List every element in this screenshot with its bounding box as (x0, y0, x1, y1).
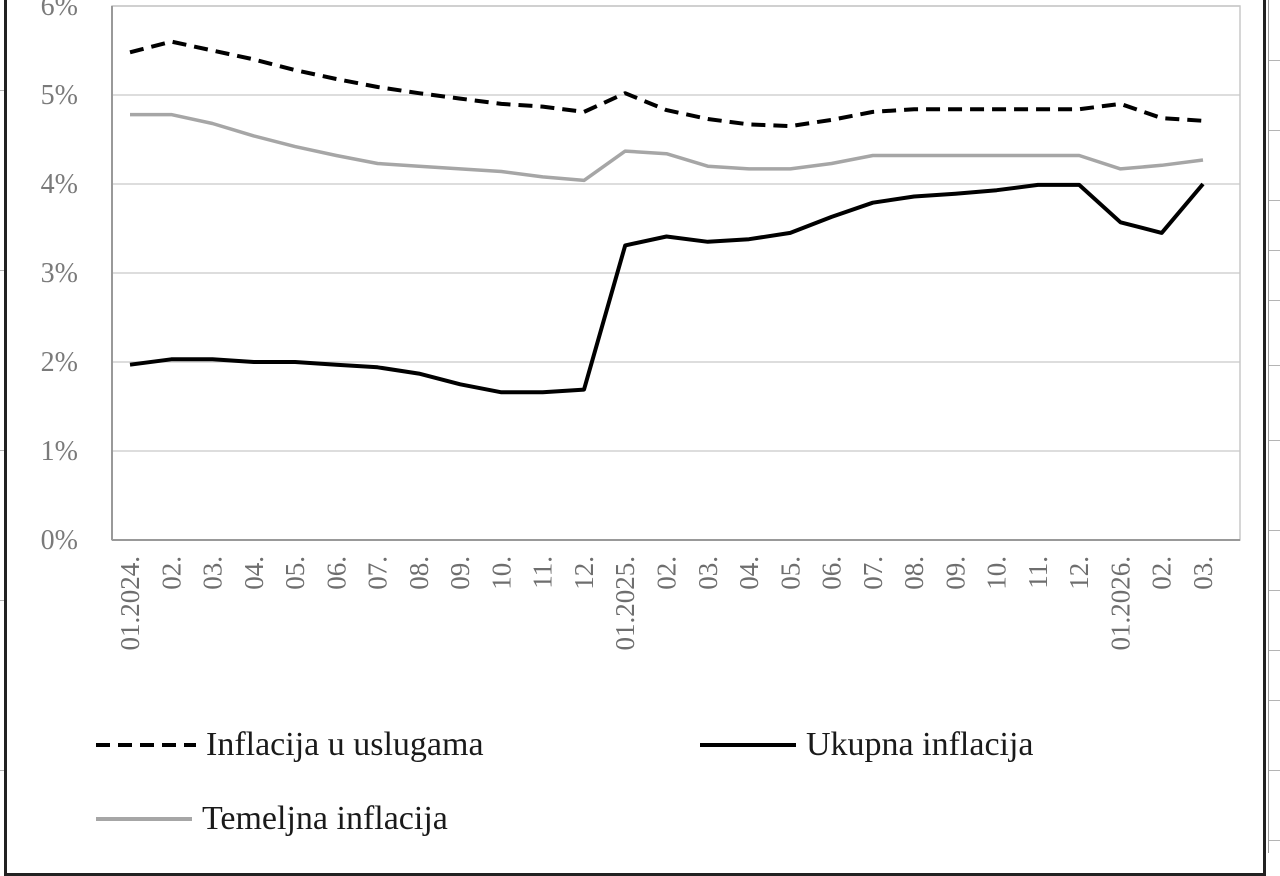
legend-item-core-inflation: Temeljna inflacija (96, 799, 448, 839)
y-tick-label: 5% (41, 80, 78, 111)
x-tick-label: 10. (486, 556, 516, 590)
sheet-row-line (1269, 300, 1280, 301)
sheet-row-line (1269, 365, 1280, 366)
x-tick-label: 02. (1147, 556, 1177, 590)
x-tick-label: 01.2025. (610, 556, 640, 651)
legend-swatch-black (700, 743, 796, 747)
sheet-row-line (1269, 200, 1280, 201)
legend-swatch-dashed (96, 743, 196, 747)
series-line-inflacija-u-uslugama (129, 39, 1204, 129)
x-tick-label: 09. (445, 556, 475, 590)
x-tick-label: 08. (899, 556, 929, 590)
y-tick-label: 2% (41, 347, 78, 378)
x-tick-label: 01.2026. (1105, 556, 1135, 651)
gridlines (111, 5, 1241, 541)
series-line-ukupna-inflacija (129, 182, 1205, 395)
x-tick-label: 05. (775, 556, 805, 590)
x-tick-label: 03. (693, 556, 723, 590)
x-tick-label: 12. (569, 556, 599, 590)
x-axis-tick-labels: 01.2024. 02. 03. 04. 05. 06. 07. 08. 09. 10. 11. 12… (115, 556, 1218, 651)
sheet-row-line (0, 450, 4, 451)
sheet-row-line (1269, 530, 1280, 531)
sheet-row-line (0, 270, 4, 271)
sheet-row-line (1269, 650, 1280, 651)
x-tick-label: 07. (363, 556, 393, 590)
x-tick-label: 03. (198, 556, 228, 590)
sheet-row-line (1269, 700, 1280, 701)
line-chart: 0% 1% 2% 3% 4% 5% 6% 01.2024. 02. 03. 04. 05. 06. 07… (41, 0, 1241, 651)
x-tick-label: 01.2024. (115, 556, 145, 651)
spreadsheet-grid-right (1268, 0, 1280, 853)
y-axis-tick-labels: 0% 1% 2% 3% 4% 5% 6% (41, 0, 78, 556)
sheet-row-line (0, 770, 4, 771)
y-tick-label: 0% (41, 525, 78, 556)
spreadsheet-grid-left (0, 0, 4, 853)
x-tick-label: 12. (1064, 556, 1094, 590)
sheet-row-line (1269, 770, 1280, 771)
x-tick-label: 11. (528, 556, 558, 589)
sheet-row-line (1269, 60, 1280, 61)
legend-item-total-inflation: Ukupna inflacija (700, 725, 1034, 765)
series-line-temeljna-inflacija (130, 112, 1204, 183)
series-lines (129, 39, 1205, 395)
sheet-row-line (0, 600, 4, 601)
sheet-row-line (1269, 250, 1280, 251)
legend-swatch-gray (96, 817, 192, 821)
y-tick-label: 3% (41, 258, 78, 289)
x-tick-label: 04. (239, 556, 269, 590)
x-tick-label: 07. (858, 556, 888, 590)
x-tick-label: 06. (321, 556, 351, 590)
sheet-row-line (0, 90, 4, 91)
x-tick-label: 09. (940, 556, 970, 590)
legend-label: Ukupna inflacija (806, 726, 1034, 763)
legend-item-services-inflation: Inflacija u uslugama (96, 725, 484, 765)
x-tick-label: 11. (1023, 556, 1053, 589)
sheet-row-line (1269, 840, 1280, 841)
x-tick-label: 03. (1188, 556, 1218, 590)
y-tick-label: 1% (41, 436, 78, 467)
x-tick-label: 05. (280, 556, 310, 590)
y-tick-label: 6% (41, 0, 78, 22)
sheet-row-line (1269, 440, 1280, 441)
x-tick-label: 02. (652, 556, 682, 590)
x-tick-label: 10. (982, 556, 1012, 590)
sheet-row-line (1269, 130, 1280, 131)
legend-label: Temeljna inflacija (202, 800, 448, 837)
x-tick-label: 04. (734, 556, 764, 590)
legend-label: Inflacija u uslugama (206, 726, 484, 763)
sheet-row-line (1269, 590, 1280, 591)
x-tick-label: 08. (404, 556, 434, 590)
y-tick-label: 4% (41, 169, 78, 200)
x-tick-label: 06. (817, 556, 847, 590)
x-tick-label: 02. (156, 556, 186, 590)
